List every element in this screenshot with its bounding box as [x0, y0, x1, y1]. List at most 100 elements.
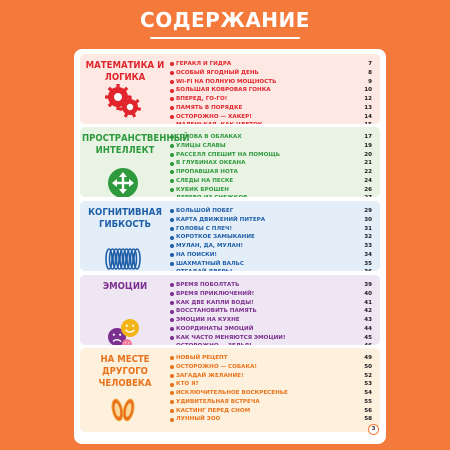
contents-entry[interactable]: РАССЕЛЛ СПЕШИТ НА ПОМОЩЬ 20: [170, 151, 372, 160]
section-header: ПРОСТРАНСТВЕННЫЙ ИНТЕЛЛЕКТ: [80, 127, 190, 197]
contents-list: ГОЛОВА В ОБЛАКАХ 17 УЛИЦЫ СЛАВЫ 19 РАССЕЛЛ С…: [170, 133, 372, 197]
contents-entry[interactable]: ОТГАДАЙ ДВЕРЬ!36: [170, 268, 372, 271]
contents-entry[interactable]: ШАХМАТНЫЙ ВАЛЬС 35: [170, 260, 372, 269]
contents-entry[interactable]: ПАМЯТЬ В ПОРЯДКЕ 13: [170, 104, 372, 113]
entry-page-number: 43: [364, 317, 372, 323]
entry-title: ОСТОРОЖНО — ХАКЕР!: [176, 113, 252, 120]
contents-entry[interactable]: МАЛЕНЬКАЯ, КАК ЦВЕТОК15: [170, 121, 372, 124]
entry-title: УДИВИТЕЛЬНАЯ ВСТРЕЧА: [176, 398, 260, 405]
contents-entry[interactable]: КТО Я? 53: [170, 380, 372, 389]
contents-entry[interactable]: ВПЕРЕД, ГО-ГО! 12: [170, 95, 372, 104]
entry-page-number: 54: [364, 390, 372, 396]
bullet-dot-icon: [170, 71, 174, 76]
bullet-dot-icon: [170, 283, 174, 288]
entry-page-number: 33: [364, 243, 372, 249]
contents-entry[interactable]: ВОССТАНОВИТЬ ПАМЯТЬ 42: [170, 307, 372, 316]
contents-entry[interactable]: ОСОБЫЙ ЯГОДНЫЙ ДЕНЬ 8: [170, 69, 372, 78]
entry-page-number: 41: [364, 299, 372, 306]
contents-entry[interactable]: ВРЕМЯ ПОБОЛТАТЬ 39: [170, 281, 372, 290]
entry-page-number: 40: [364, 290, 372, 297]
entry-page-number: 21: [364, 160, 372, 167]
entry-page-number: 30: [364, 216, 372, 223]
contents-entry[interactable]: ЭМОЦИИ НА КУХНЕ 43: [170, 316, 372, 325]
contents-entry[interactable]: ЗАГАДАЙ ЖЕЛАНИЕ! 52: [170, 372, 372, 381]
entry-page-number: 9: [368, 78, 372, 85]
contents-entry[interactable]: ВРЕМЯ ПРИКЛЮЧЕНИЙ! 40: [170, 290, 372, 299]
bullet-dot-icon: [170, 318, 174, 323]
entry-title: ДЕРЕВО ИЗ СНЕЖКОВ: [176, 194, 358, 197]
bullet-dot-icon: [170, 253, 174, 258]
section-title: КОГНИТИВНАЯ ГИБКОСТЬ: [88, 207, 162, 230]
contents-entry[interactable]: КАК ДВЕ КАПЛИ ВОДЫ! 41: [170, 299, 372, 308]
bullet-dot-icon: [170, 373, 174, 378]
contents-entry[interactable]: КОРОТКОЕ ЗАМЫКАНИЕ 32: [170, 233, 372, 242]
contents-entry[interactable]: СЛЕДЫ НА ПЕСКЕ 24: [170, 177, 372, 186]
bullet-dot-icon: [170, 97, 174, 102]
contents-entry[interactable]: КАСТИНГ ПЕРЕД СНОМ 56: [170, 407, 372, 416]
entry-title: ГОЛОВЫ С ПЛЕЧ!: [176, 225, 233, 232]
contents-entry[interactable]: ОСТОРОЖНО — СОБАКА! 50: [170, 363, 372, 372]
contents-entry[interactable]: УДИВИТЕЛЬНАЯ ВСТРЕЧА 55: [170, 398, 372, 407]
bullet-dot-icon: [170, 300, 174, 305]
contents-entry[interactable]: ПРОПАВШАЯ НОТА 22: [170, 168, 372, 177]
contents-entry[interactable]: БОЛЬШАЯ КОВРОВАЯ ГОНКА 10: [170, 86, 372, 95]
entry-page-number: 24: [364, 177, 372, 184]
entry-page-number: 29: [364, 208, 372, 214]
entry-page-number: 58: [364, 416, 372, 423]
bullet-dot-icon: [170, 408, 174, 413]
contents-entry[interactable]: ГОЛОВЫ С ПЛЕЧ! 31: [170, 225, 372, 234]
contents-entry[interactable]: КАК ЧАСТО МЕНЯЮТСЯ ЭМОЦИИ! 45: [170, 334, 372, 343]
entry-title: ВОССТАНОВИТЬ ПАМЯТЬ: [176, 308, 257, 315]
page-title: СОДЕРЖАНИЕ: [140, 8, 310, 32]
contents-entry[interactable]: УЛИЦЫ СЛАВЫ 19: [170, 142, 372, 151]
entry-page-number: 49: [364, 355, 372, 361]
entry-page-number: 22: [364, 169, 372, 175]
contents-entry[interactable]: НОВЫЙ РЕЦЕПТ 49: [170, 354, 372, 363]
gears-icon: [103, 82, 143, 122]
spring-icon: [103, 237, 143, 271]
contents-entry[interactable]: МУЛАН, ДА, МУЛАН! 33: [170, 242, 372, 251]
entry-page-number: 35: [364, 260, 372, 267]
entry-title: ОСТОРОЖНО — СОБАКА!: [176, 363, 257, 370]
page-number: 3: [368, 424, 379, 435]
contents-list: НОВЫЙ РЕЦЕПТ 49 ОСТОРОЖНО — СОБАКА! 50 ЗАГАД…: [170, 354, 372, 424]
footprints-icon: [103, 388, 143, 428]
contents-entry[interactable]: ГОЛОВА В ОБЛАКАХ 17: [170, 133, 372, 142]
contents-entry[interactable]: ОСТОРОЖНО — ЗЕЛЬЯ!46: [170, 342, 372, 345]
entry-page-number: 31: [364, 225, 372, 232]
section-header: МАТЕМАТИКА И ЛОГИКА: [80, 54, 170, 124]
entry-title: ЛУННЫЙ ЗОО: [176, 416, 221, 423]
contents-entry[interactable]: ЛУННЫЙ ЗОО 58: [170, 415, 372, 424]
contents-entry[interactable]: КУБИК БРОШЕН 26: [170, 186, 372, 195]
entry-title: КОРОТКОЕ ЗАМЫКАНИЕ: [176, 234, 255, 241]
entry-title: ВПЕРЕД, ГО-ГО!: [176, 96, 228, 102]
contents-entry[interactable]: БОЛЬШОЙ ПОБЕГ 29: [170, 207, 372, 216]
entry-page-number: 7: [368, 61, 372, 67]
move-arrows-icon: [103, 163, 143, 197]
contents-entry[interactable]: ИСКЛЮЧИТЕЛЬНОЕ ВОСКРЕСЕНЬЕ 54: [170, 389, 372, 398]
section-5: НА МЕСТЕ ДРУГОГО ЧЕЛОВЕКА НОВЫЙ РЕЦЕПТ 49 О…: [80, 348, 380, 432]
entry-page-number: 10: [364, 87, 372, 94]
entry-title: В ГЛУБИНАХ ОКЕАНА: [176, 160, 246, 167]
bullet-dot-icon: [170, 144, 174, 149]
contents-entry[interactable]: ОСТОРОЖНО — ХАКЕР! 14: [170, 113, 372, 122]
contents-entry[interactable]: ДЕРЕВО ИЗ СНЕЖКОВ27: [170, 194, 372, 197]
contents-entry[interactable]: В ГЛУБИНАХ ОКЕАНА 21: [170, 159, 372, 168]
contents-entry[interactable]: WI-FI НА ПОЛНУЮ МОЩНОСТЬ 9: [170, 78, 372, 87]
entry-page-number: 32: [364, 234, 372, 241]
entry-title: ЭМОЦИИ НА КУХНЕ: [176, 317, 240, 323]
entry-page-number: 50: [364, 363, 372, 370]
contents-entry[interactable]: НА ПОИСКИ! 34: [170, 251, 372, 260]
bullet-dot-icon: [170, 161, 174, 166]
contents-entry[interactable]: КООРДИНАТЫ ЭМОЦИЙ 44: [170, 325, 372, 334]
entry-page-number: 53: [364, 381, 372, 388]
entry-page-number: 39: [364, 282, 372, 288]
title-underline: [150, 37, 300, 39]
entry-title: ИСКЛЮЧИТЕЛЬНОЕ ВОСКРЕСЕНЬЕ: [176, 390, 288, 396]
bullet-dot-icon: [170, 88, 174, 93]
entry-page-number: 45: [364, 334, 372, 341]
contents-entry[interactable]: ГЕРАКЛ И ГИДРА 7: [170, 60, 372, 69]
bullet-dot-icon: [170, 327, 174, 332]
entry-page-number: 36: [358, 268, 372, 271]
contents-entry[interactable]: КАРТА ДВИЖЕНИЙ ПИТЕРА 30: [170, 216, 372, 225]
